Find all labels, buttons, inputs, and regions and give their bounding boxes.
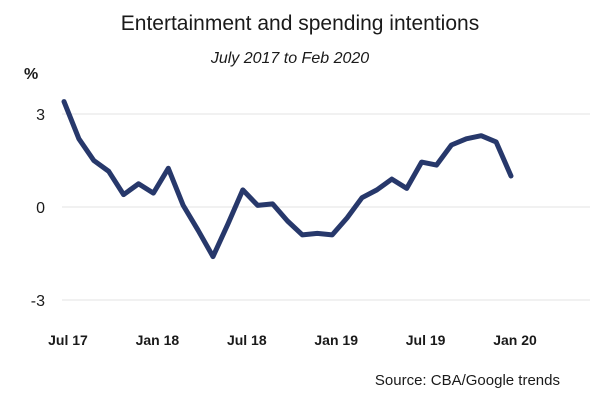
grid-lines [62, 113, 590, 301]
series-line [61, 99, 514, 260]
x-tick-label: Jan 20 [493, 332, 537, 348]
x-tick-label: Jan 19 [314, 332, 358, 348]
x-tick-labels: Jul 17 Jan 18 Jul 18 Jan 19 Jul 19 Jan 20 [48, 332, 537, 348]
y-axis-unit-label: % [24, 66, 39, 83]
source-note: Source: CBA/Google trends [374, 372, 560, 389]
y-tick-label: -3 [31, 293, 45, 310]
y-tick-label: 0 [36, 200, 45, 217]
x-tick-label: Jul 17 [48, 332, 88, 348]
chart-subtitle: July 2017 to Feb 2020 [210, 50, 370, 67]
x-tick-label: Jan 18 [136, 332, 180, 348]
y-tick-label: 3 [36, 107, 45, 124]
chart-title: Entertainment and spending intentions [120, 12, 480, 35]
y-tick-labels: 3 0 -3 [31, 107, 45, 310]
x-tick-label: Jul 18 [227, 332, 267, 348]
x-tick-label: Jul 19 [406, 332, 446, 348]
series-group [61, 99, 514, 260]
